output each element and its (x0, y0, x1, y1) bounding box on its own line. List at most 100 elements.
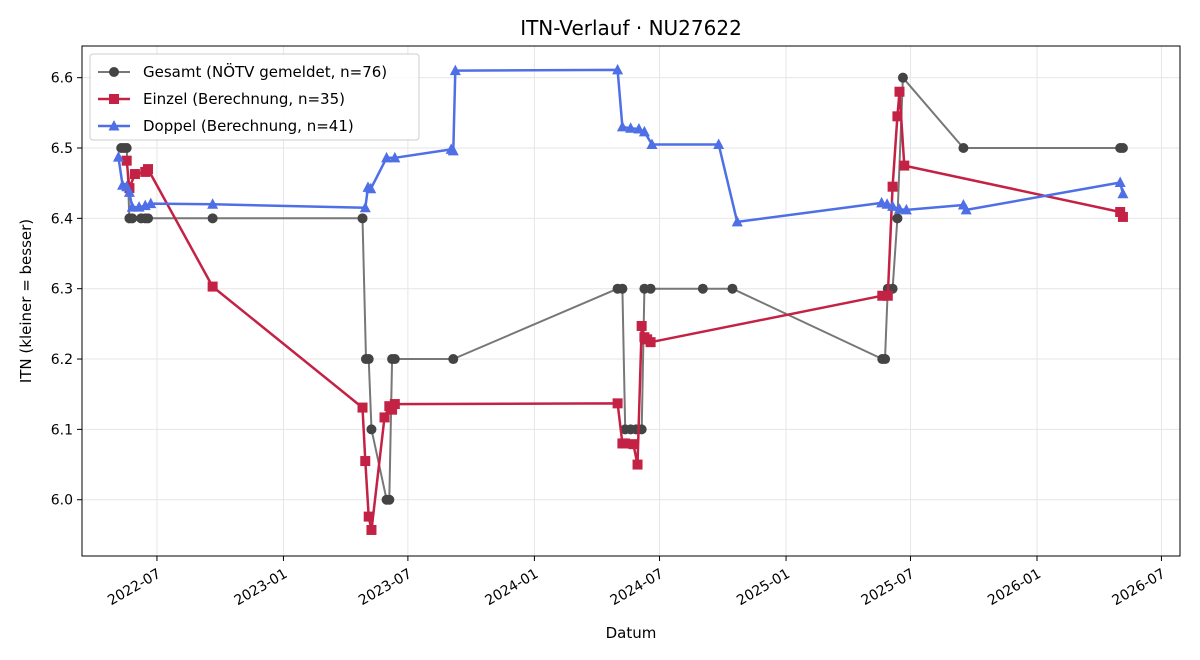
data-point (357, 402, 368, 413)
legend-label: Gesamt (NÖTV gemeldet, n=76) (143, 62, 387, 81)
data-point (112, 151, 124, 162)
data-point (127, 213, 138, 224)
data-point (617, 283, 628, 294)
data-point (389, 354, 400, 365)
data-point (1117, 211, 1128, 222)
legend-label: Doppel (Berechnung, n=41) (143, 117, 354, 135)
data-point (892, 111, 903, 122)
data-point (448, 354, 459, 365)
data-point (960, 203, 972, 215)
data-point (900, 203, 912, 215)
data-point (897, 72, 908, 83)
data-point (207, 281, 218, 292)
data-point (616, 120, 628, 132)
x-tick-label: 2025-01 (734, 566, 793, 609)
data-point (612, 63, 624, 75)
data-point (887, 200, 899, 211)
data-point (360, 456, 371, 467)
x-tick-label: 2026-01 (985, 566, 1044, 609)
legend-entry-1: Einzel (Berechnung, n=35) (98, 90, 345, 108)
data-point (893, 203, 905, 214)
y-tick-label: 6.0 (51, 493, 73, 509)
y-axis-label: ITN (kleiner = besser) (17, 219, 35, 383)
gridlines (82, 46, 1180, 556)
data-point (612, 398, 623, 409)
data-point (958, 143, 969, 153)
data-point (1114, 176, 1126, 187)
x-tick-label: 2022-07 (105, 566, 164, 609)
data-point (363, 511, 374, 522)
data-point (384, 494, 395, 505)
data-point (389, 151, 401, 163)
data-point (625, 122, 637, 133)
legend-entry-0: Gesamt (NÖTV gemeldet, n=76) (98, 62, 387, 81)
legend-entry-2: Doppel (Berechnung, n=41) (98, 117, 354, 135)
data-point (727, 283, 738, 294)
x-tick-label: 2023-07 (356, 566, 415, 609)
data-point (129, 169, 140, 180)
y-tick-label: 6.1 (51, 422, 73, 438)
data-point (877, 290, 888, 301)
data-point (365, 182, 377, 194)
y-tick-label: 6.3 (51, 282, 73, 298)
y-tick-label: 6.5 (51, 141, 73, 157)
data-point (121, 143, 132, 153)
y-axis: 6.0 6.1 6.2 6.3 6.4 6.5 6.6 (51, 71, 82, 509)
data-point (207, 213, 218, 224)
data-point (636, 320, 647, 331)
data-point (633, 123, 645, 134)
series-2 (112, 63, 1129, 227)
data-point (207, 198, 219, 209)
x-axis-label: Datum (606, 624, 657, 642)
data-point (645, 283, 656, 294)
legend-label: Einzel (Berechnung, n=35) (143, 90, 345, 108)
data-point (381, 151, 393, 163)
x-axis: 2022-07 2023-01 2023-07 2024-01 2024-07 2025-… (105, 556, 1168, 609)
legend: Gesamt (NÖTV gemeldet, n=76) Einzel (Bere… (89, 53, 420, 141)
series-line (125, 90, 1124, 532)
data-point (109, 94, 119, 104)
data-point (645, 337, 656, 348)
data-point (126, 201, 138, 212)
data-point (713, 138, 725, 149)
plot-frame (81, 45, 1181, 557)
data-point (731, 215, 743, 227)
data-point (894, 86, 905, 97)
data-point (379, 412, 390, 423)
data-point (363, 354, 374, 365)
data-point (143, 213, 154, 224)
data-point (108, 120, 120, 131)
series-1 (121, 86, 1128, 535)
data-point (697, 283, 708, 294)
data-point (880, 354, 891, 365)
data-point (121, 155, 132, 166)
x-tick-label: 2026-07 (1110, 566, 1169, 609)
data-point (882, 290, 893, 301)
data-point (628, 439, 639, 450)
data-point (389, 399, 400, 410)
data-point (449, 64, 461, 76)
data-point (899, 160, 910, 171)
data-point (638, 125, 650, 137)
series-layer (112, 63, 1129, 535)
y-tick-label: 6.2 (51, 352, 73, 368)
data-point (646, 138, 658, 149)
y-tick-label: 6.4 (51, 211, 73, 227)
data-point (632, 459, 643, 470)
data-point (387, 404, 398, 415)
data-point (359, 201, 371, 213)
x-tick-label: 2023-01 (232, 566, 291, 609)
data-point (620, 438, 631, 449)
x-tick-label: 2025-07 (859, 566, 918, 609)
data-point (1117, 143, 1128, 153)
y-tick-label: 6.6 (51, 71, 73, 87)
data-point (366, 424, 377, 435)
data-point (892, 213, 903, 224)
data-point (123, 186, 135, 197)
chart-title: ITN-Verlauf · NU27622 (520, 16, 742, 40)
data-point (447, 144, 459, 156)
data-point (1117, 187, 1129, 199)
data-point (109, 67, 119, 77)
data-point (357, 213, 368, 224)
